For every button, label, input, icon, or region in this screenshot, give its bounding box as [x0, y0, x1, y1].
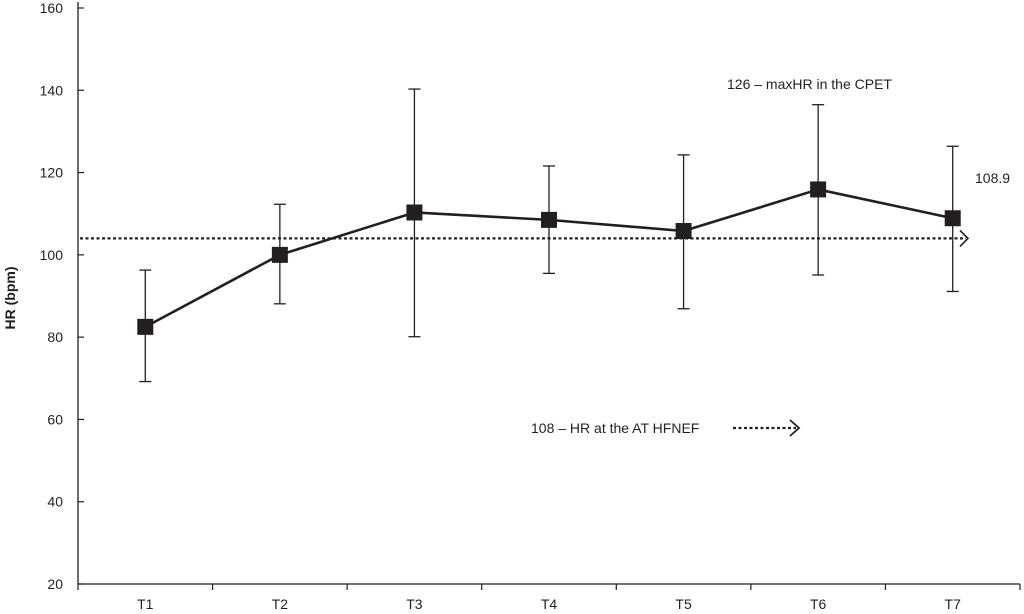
- x-tick-label: T4: [541, 596, 558, 612]
- y-tick-label: 80: [47, 329, 63, 345]
- annotation-last-value: 108.9: [975, 170, 1010, 186]
- annotation-max-hr: 126 – maxHR in the CPET: [727, 76, 892, 92]
- y-tick-label: 60: [47, 411, 63, 427]
- data-point-marker: [271, 246, 288, 263]
- data-point-marker: [406, 204, 423, 221]
- x-tick-label: T7: [945, 596, 962, 612]
- reference-arrowhead: [959, 229, 970, 247]
- x-tick-label: T2: [272, 596, 289, 612]
- annotation-at-hr: 108 – HR at the AT HFNEF: [531, 420, 699, 436]
- data-markers: [137, 181, 961, 335]
- data-point-marker: [810, 181, 827, 198]
- y-tick-label: 120: [40, 165, 64, 181]
- data-point-marker: [541, 211, 557, 228]
- x-tick-label: T1: [137, 596, 154, 612]
- data-point-marker: [675, 222, 692, 239]
- annotation-arrowhead: [789, 419, 801, 437]
- y-tick-label: 160: [40, 0, 64, 16]
- reference-line: [80, 229, 970, 247]
- x-tick-label: T5: [675, 596, 692, 612]
- data-point-marker: [944, 210, 961, 227]
- y-tick-label: 100: [40, 247, 64, 263]
- error-bars: [139, 88, 959, 383]
- x-tick-label: T6: [810, 596, 827, 612]
- axes: 20 40 60 80 100 120 140 160 T1 T2 T3 T4 T5 T6 T7: [40, 0, 1021, 612]
- y-tick-label: 40: [47, 494, 63, 510]
- annotation-at-hr-group: 108 – HR at the AT HFNEF: [531, 419, 801, 437]
- y-axis-title: HR (bpm): [2, 267, 18, 330]
- data-point-marker: [137, 318, 154, 335]
- y-tick-label: 140: [40, 82, 64, 98]
- y-tick-label: 20: [47, 576, 63, 592]
- x-tick-label: T3: [406, 596, 423, 612]
